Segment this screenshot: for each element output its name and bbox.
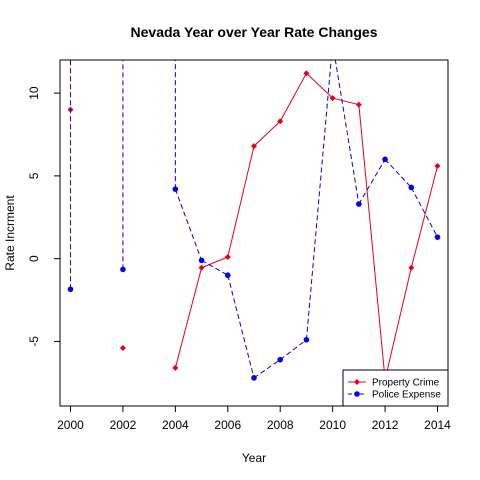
series-segment	[227, 145, 255, 258]
x-tick-label: 2008	[267, 418, 294, 432]
x-tick-label: 2012	[372, 418, 399, 432]
series-segment	[334, 60, 360, 205]
series-segment	[410, 165, 438, 268]
series-segment	[227, 275, 255, 378]
series-1	[67, 60, 441, 381]
series-segment	[279, 339, 307, 361]
legend-label: Property Crime	[372, 378, 440, 389]
data-point	[356, 201, 362, 207]
data-point	[198, 264, 205, 271]
data-point	[224, 272, 231, 279]
data-point	[67, 286, 74, 293]
series-segment	[174, 267, 203, 369]
x-tick-label: 2000	[57, 418, 84, 432]
x-tick-label: 2010	[319, 418, 346, 432]
y-tick-label: 10	[27, 86, 41, 100]
x-tick-label: 2002	[110, 418, 137, 432]
data-point	[277, 356, 284, 363]
data-point	[408, 184, 415, 191]
series-segment	[174, 188, 203, 261]
chart-title: Nevada Year over Year Rate Changes	[131, 24, 378, 40]
y-axis-label: Rate Incrment	[3, 195, 17, 271]
x-axis-label: Year	[242, 451, 266, 465]
series-segment	[306, 72, 333, 99]
y-tick-label: 5	[27, 172, 41, 179]
series-segment	[305, 60, 332, 340]
series-segment	[358, 104, 386, 380]
data-point	[224, 254, 231, 261]
data-point	[355, 101, 362, 108]
data-point	[198, 257, 205, 264]
legend-marker	[354, 391, 360, 397]
data-point	[172, 186, 179, 192]
data-point	[172, 364, 179, 371]
data-point	[303, 70, 310, 77]
series-segment	[358, 159, 386, 205]
data-point	[303, 336, 310, 343]
series-segment	[384, 158, 412, 188]
plot-frame	[59, 59, 449, 407]
data-point	[434, 162, 441, 169]
data-point	[408, 264, 415, 271]
series-segment	[410, 187, 438, 238]
y-axis: -5 0 5 10	[27, 86, 60, 347]
x-tick-label: 2004	[162, 418, 189, 432]
series-segment	[332, 97, 359, 106]
data-point	[382, 156, 388, 163]
series-segment	[253, 359, 281, 379]
series-segment	[201, 256, 228, 269]
data-point	[434, 234, 441, 240]
data-point	[251, 375, 257, 381]
legend-marker	[354, 379, 360, 385]
y-tick-label: 0	[27, 255, 41, 262]
x-tick-label: 2014	[424, 418, 451, 432]
legend-label: Police Expense	[372, 390, 441, 401]
data-point	[277, 118, 284, 125]
series-segment	[253, 120, 281, 147]
legend-box	[342, 369, 449, 407]
data-point	[329, 95, 336, 102]
series-layer	[67, 60, 441, 383]
x-axis: 2000 2002 2004 2006 2008 2010 2012 2014	[57, 406, 451, 432]
y-tick-label: -5	[27, 336, 41, 347]
data-point	[119, 345, 126, 352]
data-point	[251, 143, 257, 150]
x-tick-label: 2006	[214, 418, 241, 432]
data-point	[120, 266, 126, 273]
series-segment	[201, 259, 229, 276]
series-0	[67, 70, 441, 383]
series-segment	[279, 73, 307, 122]
series-segment	[384, 267, 412, 380]
